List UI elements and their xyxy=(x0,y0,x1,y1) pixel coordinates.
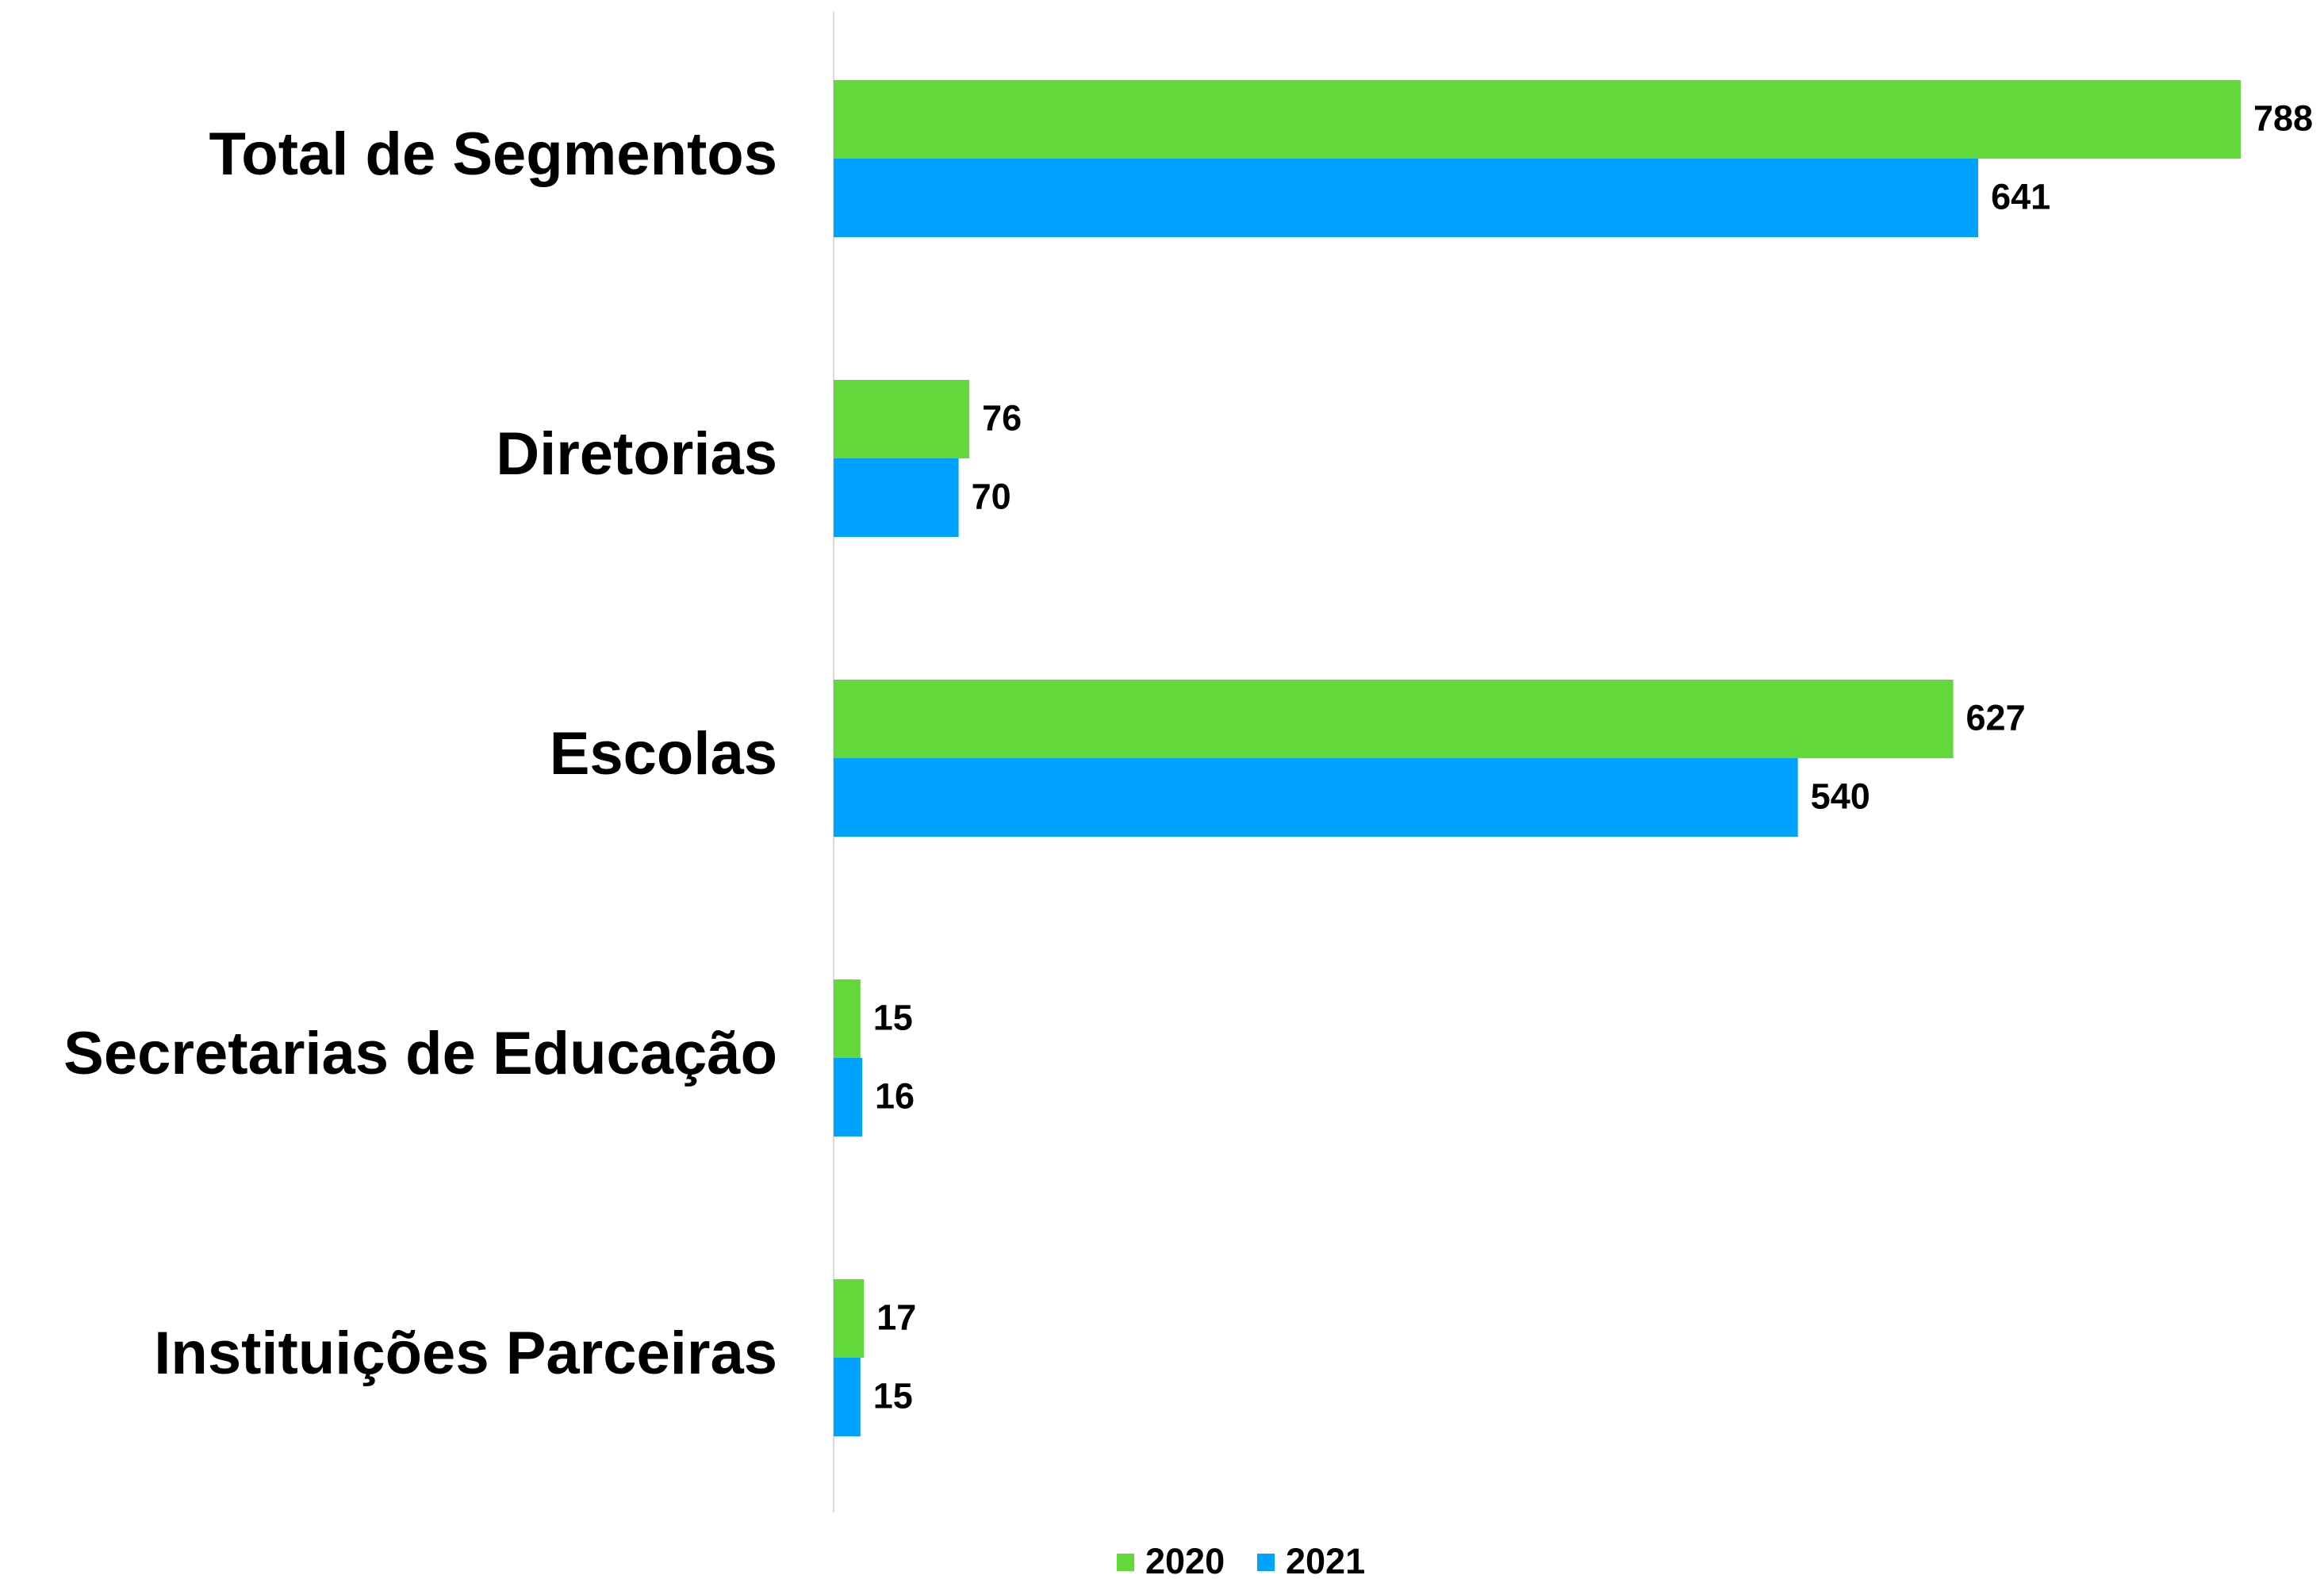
value-label: 70 xyxy=(972,476,1011,516)
bar xyxy=(834,80,2241,159)
bar xyxy=(834,458,959,537)
bar xyxy=(834,159,1979,237)
bar xyxy=(834,380,970,458)
value-label: 17 xyxy=(876,1297,916,1337)
legend-swatch xyxy=(1257,1554,1275,1571)
legend-label: 2020 xyxy=(1145,1541,1225,1579)
value-label: 788 xyxy=(2253,98,2313,138)
value-label: 15 xyxy=(873,1375,913,1416)
legend-label: 2021 xyxy=(1286,1541,1365,1579)
category-label: Secretarias de Educação xyxy=(63,1020,777,1087)
bar xyxy=(834,979,861,1058)
value-label: 16 xyxy=(875,1075,915,1116)
category-label: Escolas xyxy=(550,720,777,788)
value-label: 76 xyxy=(982,397,1022,438)
bar xyxy=(834,758,1798,837)
bar xyxy=(834,680,1954,758)
value-label: 641 xyxy=(1991,176,2050,217)
bar xyxy=(834,1058,863,1136)
category-label: Diretorias xyxy=(496,420,777,488)
bar xyxy=(834,1358,861,1436)
value-label: 15 xyxy=(873,997,913,1037)
category-label: Total de Segmentos xyxy=(209,121,777,188)
value-label: 627 xyxy=(1966,697,2026,738)
category-label: Instituições Parceiras xyxy=(154,1320,777,1387)
bar xyxy=(834,1279,865,1358)
legend-swatch xyxy=(1117,1554,1134,1571)
value-label: 540 xyxy=(1811,776,1870,816)
